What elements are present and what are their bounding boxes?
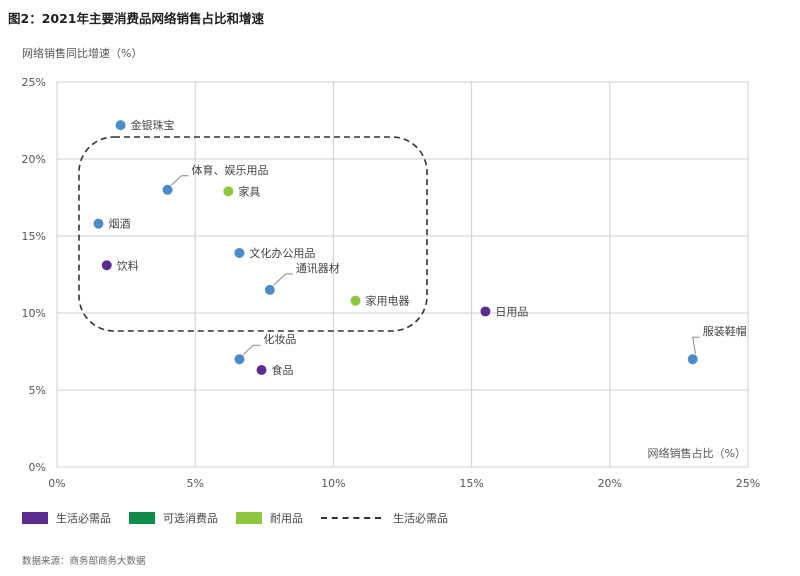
leader-line (170, 175, 189, 187)
x-tick-label: 5% (186, 477, 203, 490)
data-point (100, 259, 113, 272)
data-label: 文化办公用品 (249, 246, 315, 260)
data-label: 食品 (272, 363, 294, 377)
data-point (263, 283, 276, 296)
leader-line (272, 273, 293, 287)
legend-item-dashed-group: 生活必需品 (321, 510, 448, 526)
chart-title: 图2：2021年主要消费品网络销售占比和增速 (8, 11, 264, 26)
data-point (222, 185, 235, 198)
data-point (92, 217, 105, 230)
data-label: 化妆品 (263, 332, 296, 346)
legend-label-durables: 耐用品 (270, 512, 303, 525)
x-tick-label: 0% (48, 477, 65, 490)
data-point (233, 353, 246, 366)
data-point (161, 183, 174, 196)
data-label: 通讯器材 (296, 261, 340, 275)
leader-line (242, 344, 261, 356)
data-point (233, 246, 246, 259)
data-label: 烟酒 (108, 217, 130, 231)
x-tick-label: 20% (598, 477, 622, 490)
x-tick-label: 15% (459, 477, 483, 490)
legend-swatch-durables (236, 512, 262, 524)
data-point (479, 305, 492, 318)
data-label: 家用电器 (366, 294, 410, 308)
legend-item-durables: 耐用品 (236, 510, 303, 526)
legend-swatch-discretionary (129, 512, 155, 524)
data-label: 金银珠宝 (131, 118, 175, 132)
legend-label-essentials: 生活必需品 (56, 512, 111, 525)
y-tick-label: 25% (22, 76, 46, 89)
data-label: 饮料 (117, 258, 139, 272)
legend-label-dashed-group: 生活必需品 (393, 512, 448, 525)
scatter-chart: 0% 5% 10% 15% 20% 25% 0% 5% 10% 15% 20% 25% 网络销售占比（%… (22, 76, 761, 490)
y-tick-label: 5% (29, 384, 46, 397)
y-tick-label: 0% (29, 461, 46, 474)
y-tick-label: 20% (22, 153, 46, 166)
y-tick-label: 10% (22, 307, 46, 320)
y-tick-label: 15% (22, 230, 46, 243)
data-label: 体育、娱乐用品 (192, 163, 269, 177)
y-axis-title: 网络销售同比增速（%） (22, 47, 143, 60)
dashed-group-box (78, 136, 428, 332)
data-label: 日用品 (495, 305, 528, 318)
source-note: 数据来源：商务部商务大数据 (22, 556, 146, 567)
plot-border (56, 81, 749, 468)
data-point (349, 294, 362, 307)
data-point (255, 363, 268, 376)
data-point (686, 353, 699, 366)
leader-line (692, 336, 700, 356)
legend: 生活必需品 可选消费品 耐用品 生活必需品 (22, 510, 466, 526)
x-axis-title: 网络销售占比（%） (648, 446, 746, 460)
legend-label-discretionary: 可选消费品 (163, 512, 218, 525)
x-tick-label: 25% (736, 477, 760, 490)
legend-item-discretionary: 可选消费品 (129, 510, 218, 526)
data-label: 家具 (238, 184, 260, 198)
legend-swatch-essentials (22, 512, 48, 524)
legend-dash-line (321, 517, 381, 519)
x-tick-label: 10% (321, 477, 345, 490)
legend-item-essentials: 生活必需品 (22, 510, 111, 526)
data-point (114, 119, 127, 132)
data-label: 服装鞋帽 (703, 324, 747, 338)
